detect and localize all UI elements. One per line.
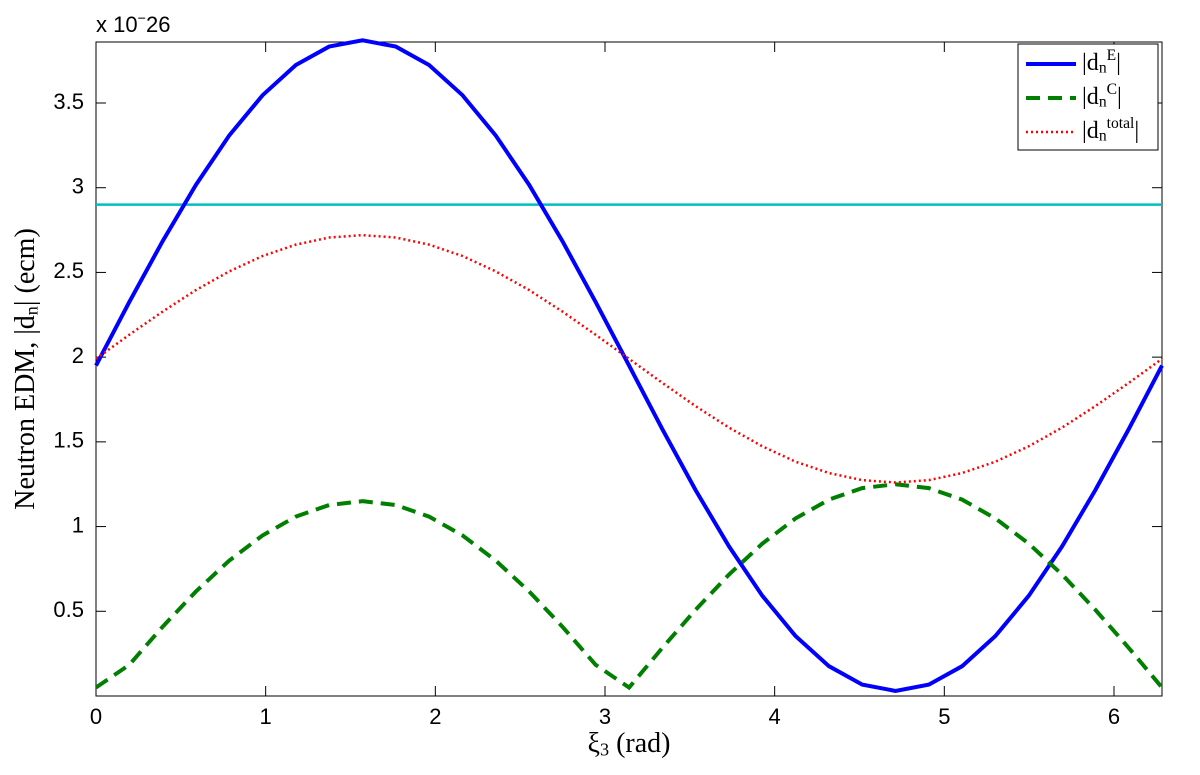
legend-label: |dn​E​|: [1082, 47, 1121, 77]
x-tick-label: 5: [938, 704, 950, 729]
y-tick-label: 0.5: [53, 597, 84, 622]
y-tick-label: 3.5: [53, 89, 84, 114]
x-tick-label: 0: [90, 704, 102, 729]
data-line: [94, 38, 1164, 693]
x-tick-label: 4: [769, 704, 781, 729]
y-tick-label: 2.5: [53, 258, 84, 283]
legend-label: |dn​C​|: [1082, 81, 1122, 111]
y-tick-label: 1.5: [53, 428, 84, 453]
x-axis-label: ξ3​ (rad): [588, 728, 671, 759]
x-tick-label: 1: [260, 704, 272, 729]
x-tick-label: 6: [1108, 704, 1120, 729]
y-multiplier: x 10−​26: [96, 11, 170, 37]
y-tick-label: 2: [72, 343, 84, 368]
y-tick-label: 3: [72, 174, 84, 199]
y-tick-label: 1: [72, 512, 84, 537]
y-axis-label: Neutron EDM, |dn​| (ecm): [10, 228, 41, 510]
x-tick-label: 3: [599, 704, 611, 729]
data-line: [94, 482, 1164, 691]
legend-label: |dn​total​|: [1082, 115, 1139, 145]
x-tick-label: 2: [429, 704, 441, 729]
